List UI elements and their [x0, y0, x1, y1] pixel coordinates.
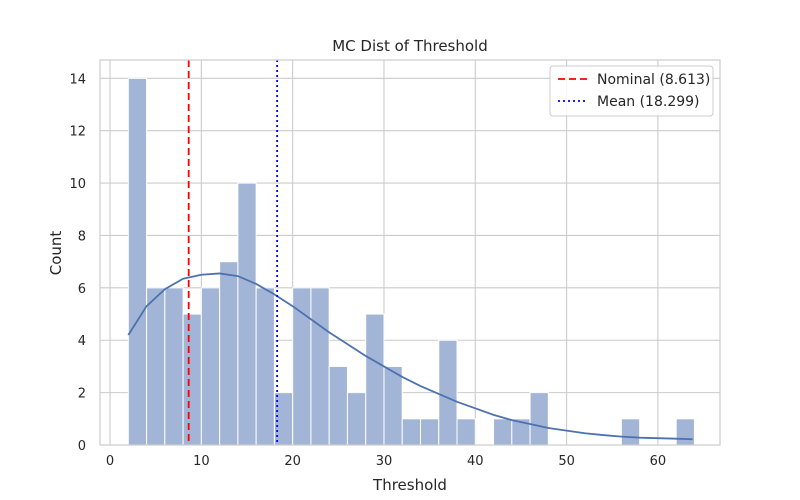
y-tick-label: 14 [69, 72, 86, 87]
y-tick-label: 10 [69, 177, 86, 192]
plot-frame [99, 59, 721, 446]
x-axis-label: Threshold [372, 476, 447, 494]
y-tick-label: 12 [69, 125, 86, 140]
histogram-bar [146, 287, 166, 446]
y-tick-label: 2 [78, 387, 86, 402]
y-axis-label: Count [47, 231, 65, 276]
histogram-bar [292, 287, 312, 446]
histogram-bar [182, 313, 202, 446]
legend: Nominal (8.613) Mean (18.299) [549, 65, 714, 117]
reference-lines [187, 60, 279, 445]
chart-title: MC Dist of Threshold [332, 37, 488, 55]
legend-label-mean: Mean (18.299) [597, 94, 700, 110]
histogram-bar [493, 418, 513, 446]
histogram-bar [529, 392, 549, 446]
x-tick-label: 50 [558, 454, 575, 469]
histogram-bar [237, 182, 257, 446]
y-tick-labels: 0 2 4 6 8 10 12 14 [69, 72, 86, 454]
x-tick-label: 20 [284, 454, 301, 469]
histogram-bar [383, 365, 403, 446]
y-tick-label: 0 [78, 439, 86, 454]
histogram-bar [200, 287, 221, 446]
legend-box [549, 65, 714, 117]
histogram-bar [420, 418, 440, 446]
histogram-bar [164, 287, 184, 446]
histogram-bar [219, 261, 239, 446]
kde-curve [127, 272, 693, 441]
x-tick-label: 30 [376, 454, 393, 469]
histogram-bar [456, 418, 476, 446]
y-tick-label: 8 [78, 229, 86, 244]
histogram-bar [328, 365, 348, 446]
x-tick-labels: 0 10 20 30 40 50 60 [106, 454, 666, 469]
histogram-bar [255, 287, 275, 446]
x-tick-label: 0 [106, 454, 114, 469]
y-tick-label: 6 [78, 282, 86, 297]
histogram-bar [675, 418, 695, 446]
y-tick-label: 4 [78, 334, 86, 349]
histogram-bar [620, 418, 641, 446]
histogram-bar [310, 287, 330, 446]
histogram-bar [438, 339, 458, 446]
histogram-bar [365, 313, 385, 446]
x-tick-label: 60 [650, 454, 667, 469]
histogram-bar [346, 392, 367, 446]
legend-label-nominal: Nominal (8.613) [597, 72, 710, 88]
histogram-bar [401, 418, 422, 446]
x-tick-label: 10 [193, 454, 210, 469]
x-tick-label: 40 [467, 454, 484, 469]
histogram-bar [127, 77, 148, 446]
